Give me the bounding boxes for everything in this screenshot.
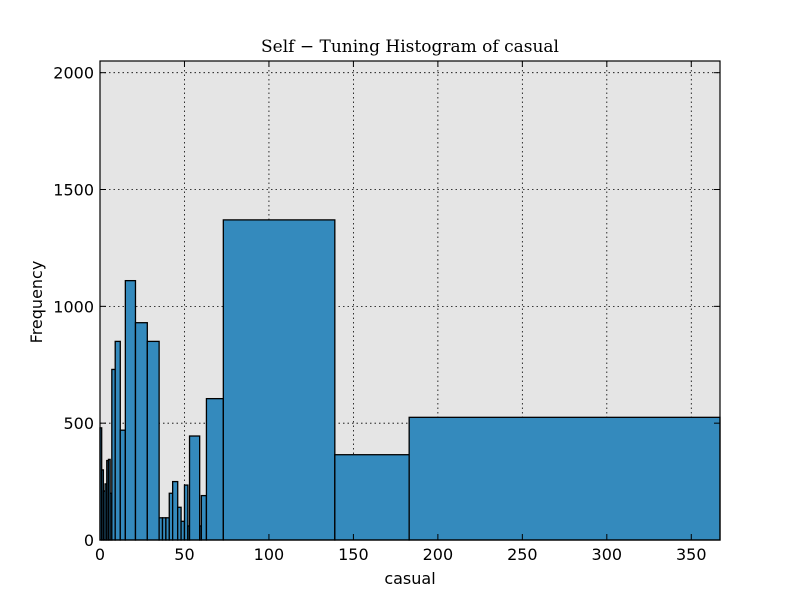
y-tick-label: 1000 — [53, 297, 94, 316]
histogram-bars — [99, 219, 721, 541]
x-tick-label: 0 — [95, 545, 105, 564]
axis-ticks: 0 50 100 150 200 250 300 350 0 500 1000 1500 2000 — [53, 61, 720, 564]
y-tick-label: 0 — [84, 531, 94, 550]
histogram-bar — [124, 279, 137, 541]
histogram-bar — [114, 340, 121, 541]
x-tick-label: 350 — [676, 545, 707, 564]
x-tick-label: 100 — [254, 545, 285, 564]
histogram-bar — [200, 494, 208, 541]
x-tick-label: 250 — [507, 545, 538, 564]
y-tick-label: 2000 — [53, 64, 94, 83]
histogram-bar — [134, 322, 148, 541]
histogram-bar — [408, 416, 721, 541]
x-axis-label: casual — [384, 569, 435, 588]
x-tick-label: 50 — [174, 545, 194, 564]
y-tick-label: 1500 — [53, 181, 94, 200]
histogram-bar — [334, 454, 410, 541]
x-tick-label: 300 — [592, 545, 623, 564]
chart-title: Self − Tuning Histogram of casual — [261, 37, 559, 57]
histogram-bar — [119, 429, 126, 541]
x-tick-label: 200 — [423, 545, 454, 564]
y-axis-label: Frequency — [27, 261, 46, 344]
histogram-bar — [222, 219, 336, 541]
histogram-bar — [146, 340, 160, 541]
histogram-bar — [205, 397, 224, 541]
histogram-bar — [188, 435, 201, 541]
histogram-bar — [171, 480, 179, 541]
y-tick-label: 500 — [63, 414, 94, 433]
plot-frame — [99, 60, 721, 541]
x-tick-label: 150 — [338, 545, 369, 564]
